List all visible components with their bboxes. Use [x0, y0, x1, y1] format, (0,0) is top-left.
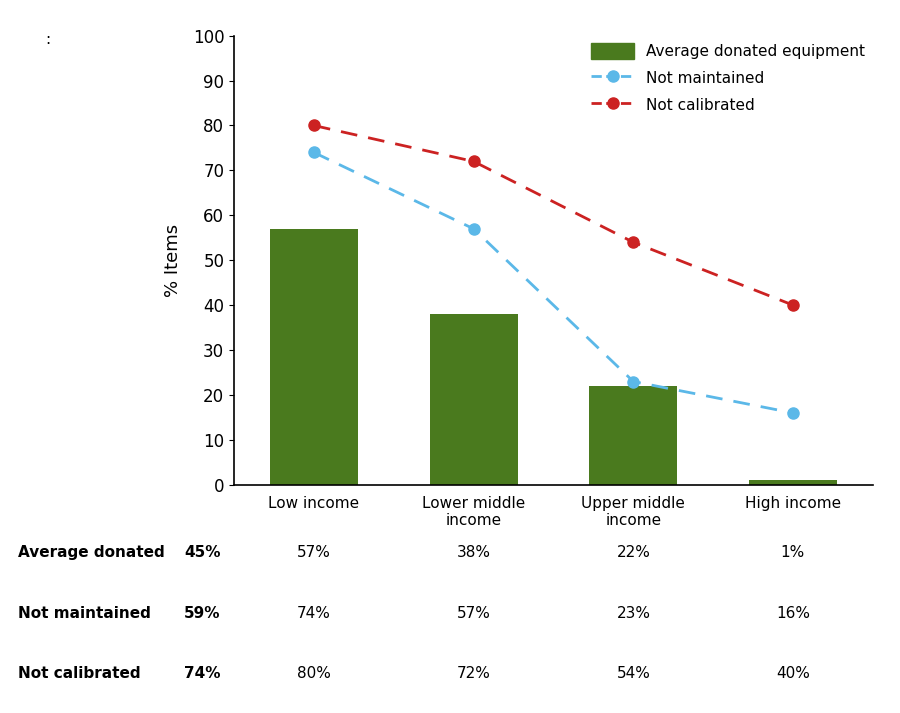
Text: 57%: 57%: [456, 605, 491, 621]
Text: 74%: 74%: [184, 666, 220, 682]
Text: :: :: [45, 32, 50, 47]
Text: 16%: 16%: [776, 605, 810, 621]
Text: 1%: 1%: [781, 545, 805, 560]
Text: 45%: 45%: [184, 545, 220, 560]
Text: Average donated: Average donated: [18, 545, 165, 560]
Bar: [429, 314, 517, 485]
Text: 74%: 74%: [297, 605, 331, 621]
Text: 22%: 22%: [616, 545, 651, 560]
Text: Not maintained: Not maintained: [18, 605, 151, 621]
Text: 59%: 59%: [184, 605, 220, 621]
Legend: Average donated equipment, Not maintained, Not calibrated: Average donated equipment, Not maintaine…: [591, 43, 866, 113]
Text: 38%: 38%: [456, 545, 491, 560]
Text: 72%: 72%: [456, 666, 491, 682]
Y-axis label: % Items: % Items: [164, 224, 182, 297]
Text: 54%: 54%: [616, 666, 651, 682]
Text: 80%: 80%: [297, 666, 331, 682]
Text: Not calibrated: Not calibrated: [18, 666, 140, 682]
Text: 23%: 23%: [616, 605, 651, 621]
Bar: [270, 229, 358, 485]
Text: 57%: 57%: [297, 545, 331, 560]
Text: 40%: 40%: [776, 666, 810, 682]
Bar: [749, 481, 837, 485]
Bar: [590, 386, 678, 485]
